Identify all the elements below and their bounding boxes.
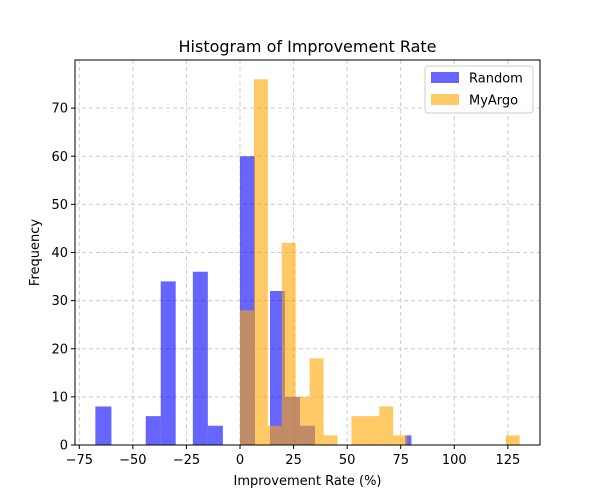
bar-myargo: [309, 358, 324, 445]
bar-myargo: [267, 425, 282, 445]
bar-random: [160, 281, 176, 445]
x-tick-label: −50: [119, 453, 146, 468]
y-axis-label: Frequency: [28, 219, 43, 286]
legend-label-random: Random: [469, 72, 523, 87]
x-axis-ticks: −75 −50 −25 0 25 50 75 100 125: [66, 445, 520, 468]
bar-random: [95, 406, 112, 445]
y-axis-ticks: 0 10 20 30 40 50 60 70: [51, 102, 75, 454]
x-tick-label: −25: [173, 453, 200, 468]
y-tick-label: 20: [51, 342, 68, 357]
bar-random: [192, 271, 208, 445]
bar-myargo: [351, 416, 366, 445]
bar-myargo: [379, 406, 394, 445]
bar-myargo: [281, 242, 296, 445]
y-tick-label: 40: [51, 246, 68, 261]
legend-label-myargo: MyArgo: [469, 94, 518, 109]
x-tick-label: 100: [442, 453, 467, 468]
x-tick-label: 75: [392, 453, 409, 468]
histogram-bars: [95, 79, 520, 445]
y-tick-label: 70: [51, 102, 68, 117]
y-tick-label: 30: [51, 294, 68, 309]
legend-swatch-random: [431, 72, 459, 83]
y-tick-label: 60: [51, 150, 68, 165]
chart-title: Histogram of Improvement Rate: [179, 37, 437, 56]
bar-myargo: [365, 416, 380, 445]
x-tick-label: 0: [236, 453, 244, 468]
bar-myargo: [253, 79, 268, 445]
bar-myargo: [393, 435, 408, 445]
x-axis-label: Improvement Rate (%): [233, 474, 381, 489]
bar-random: [207, 425, 223, 445]
y-tick-label: 50: [51, 198, 68, 213]
y-tick-label: 0: [60, 439, 68, 454]
bar-random: [405, 435, 412, 445]
bar-myargo: [323, 435, 338, 445]
x-tick-label: 125: [495, 453, 520, 468]
bar-myargo: [240, 310, 254, 445]
bar-random: [270, 291, 285, 445]
bar-random: [145, 416, 161, 445]
x-tick-label: −75: [66, 453, 93, 468]
bar-myargo: [505, 435, 520, 445]
y-tick-label: 10: [51, 390, 68, 405]
x-tick-label: 50: [339, 453, 356, 468]
x-tick-label: 25: [285, 453, 302, 468]
bar-myargo: [295, 396, 310, 445]
legend: Random MyArgo: [424, 65, 534, 114]
legend-swatch-myargo: [431, 94, 459, 105]
